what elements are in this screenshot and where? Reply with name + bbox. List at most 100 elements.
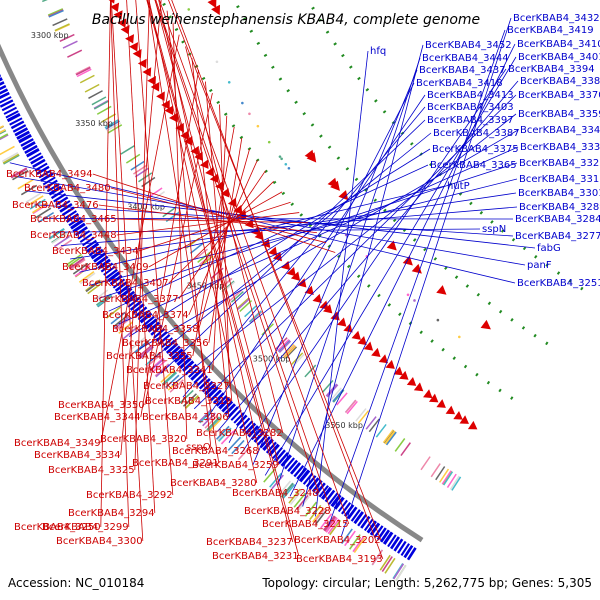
forward-gene [353,511,364,525]
reverse-gene [268,246,278,256]
cog-tick [20,184,38,196]
forward-gene [134,306,148,318]
feature-mark [241,101,244,105]
left-leader [120,0,162,456]
gene-label-right: BcerKBAB4_3444 [422,53,509,64]
forward-gene [86,242,100,253]
forward-gene [72,222,86,233]
cog-tick [384,557,396,574]
cog-tick [215,425,230,440]
forward-gene [0,84,7,91]
reverse-gene [378,354,389,364]
right-leader [341,17,512,537]
gene-label-left: BcerKBAB4_3202 [294,535,381,546]
cog-tick [393,563,405,580]
forward-gene [0,99,14,108]
feature-mark [256,124,260,128]
inner-tick [365,416,377,430]
gene-label-right: hutP [447,181,470,192]
inner-tick [355,408,367,422]
left-leader [147,0,300,557]
forward-gene [79,233,93,243]
forward-gene [333,496,345,510]
forward-gene [129,300,143,311]
inner-tick [244,305,257,318]
cog-tick [87,282,103,295]
gene-label-right: BcerKBAB4_3410 [517,39,600,50]
cog-tick [79,272,96,285]
forward-gene [103,265,116,276]
left-leader [154,0,320,494]
forward-gene [277,452,289,465]
cog-tick [352,536,365,553]
forward-gene [181,360,195,372]
inner-tick [330,387,342,401]
reverse-gene [150,82,160,92]
inner-tick [96,105,112,115]
gene-label-left: BcerKBAB4_3294 [68,508,155,519]
inner-tick [62,40,78,49]
forward-gene [176,354,189,367]
gene-label-right: sspN [482,224,506,235]
inner-tick [438,468,450,483]
cog-tick [282,484,296,499]
inner-tick [400,442,411,457]
cog-tick [217,426,231,442]
inner-tick [446,473,457,488]
forward-gene [190,369,203,381]
forward-gene [201,380,214,393]
cog-tick [53,235,70,248]
scale-label: 3350 kbp [75,119,113,128]
forward-gene [341,502,352,515]
cog-tick [288,488,301,504]
feature-mark [436,318,440,322]
forward-gene [18,133,32,144]
cog-tick [137,344,153,358]
inner-tick [443,471,454,486]
gene-label-left: BcerKBAB4_3250 [14,522,101,533]
feature-mark [194,21,197,25]
cog-tick [25,192,42,204]
cog-tick [280,482,294,498]
forward-gene [207,386,220,399]
forward-gene [24,144,38,154]
inner-tick [120,145,135,155]
inner-tick [275,337,288,350]
inner-tick [41,0,48,3]
left-leader [178,170,266,300]
forward-gene [196,375,208,387]
cog-tick [48,227,65,240]
reverse-gene [117,18,127,28]
cog-tick [325,517,338,533]
gene-label-right: hfq [370,46,386,57]
forward-gene [32,158,46,168]
cog-tick [278,480,292,496]
cog-tick [2,153,20,164]
cog-tick [304,501,318,517]
gene-label-left: BcerKBAB4_3306 [142,412,229,423]
cog-tick [38,211,55,223]
inner-tick [75,66,91,75]
reverse-gene [459,415,469,424]
gene-label-right: BcerKBAB4_3322 [519,158,600,169]
inner-tick [321,380,334,394]
forward-gene [0,73,2,77]
gene-label-left: BcerKBAB4_3231 [212,551,299,562]
reverse-gene [357,336,367,346]
reverse-gene [428,393,439,403]
left-leader [154,0,280,466]
gene-label-right: BcerKBAB4_3375 [432,144,519,155]
gene-label-right: BcerKBAB4_3394 [508,64,595,75]
reverse-gene [156,91,165,101]
gene-label-left: BcerKBAB4_3341 [126,365,213,376]
cog-tick [379,554,391,571]
gene-label-left: BcerKBAB4_3193 [296,554,383,565]
feature-mark [278,155,282,158]
right-leader [228,82,415,444]
gene-label-left: BcerKBAB4_3448 [30,230,117,241]
forward-gene [287,459,299,473]
cog-tick [162,372,178,386]
gene-label-left: sspO [186,442,211,453]
reverse-gene [233,204,243,215]
